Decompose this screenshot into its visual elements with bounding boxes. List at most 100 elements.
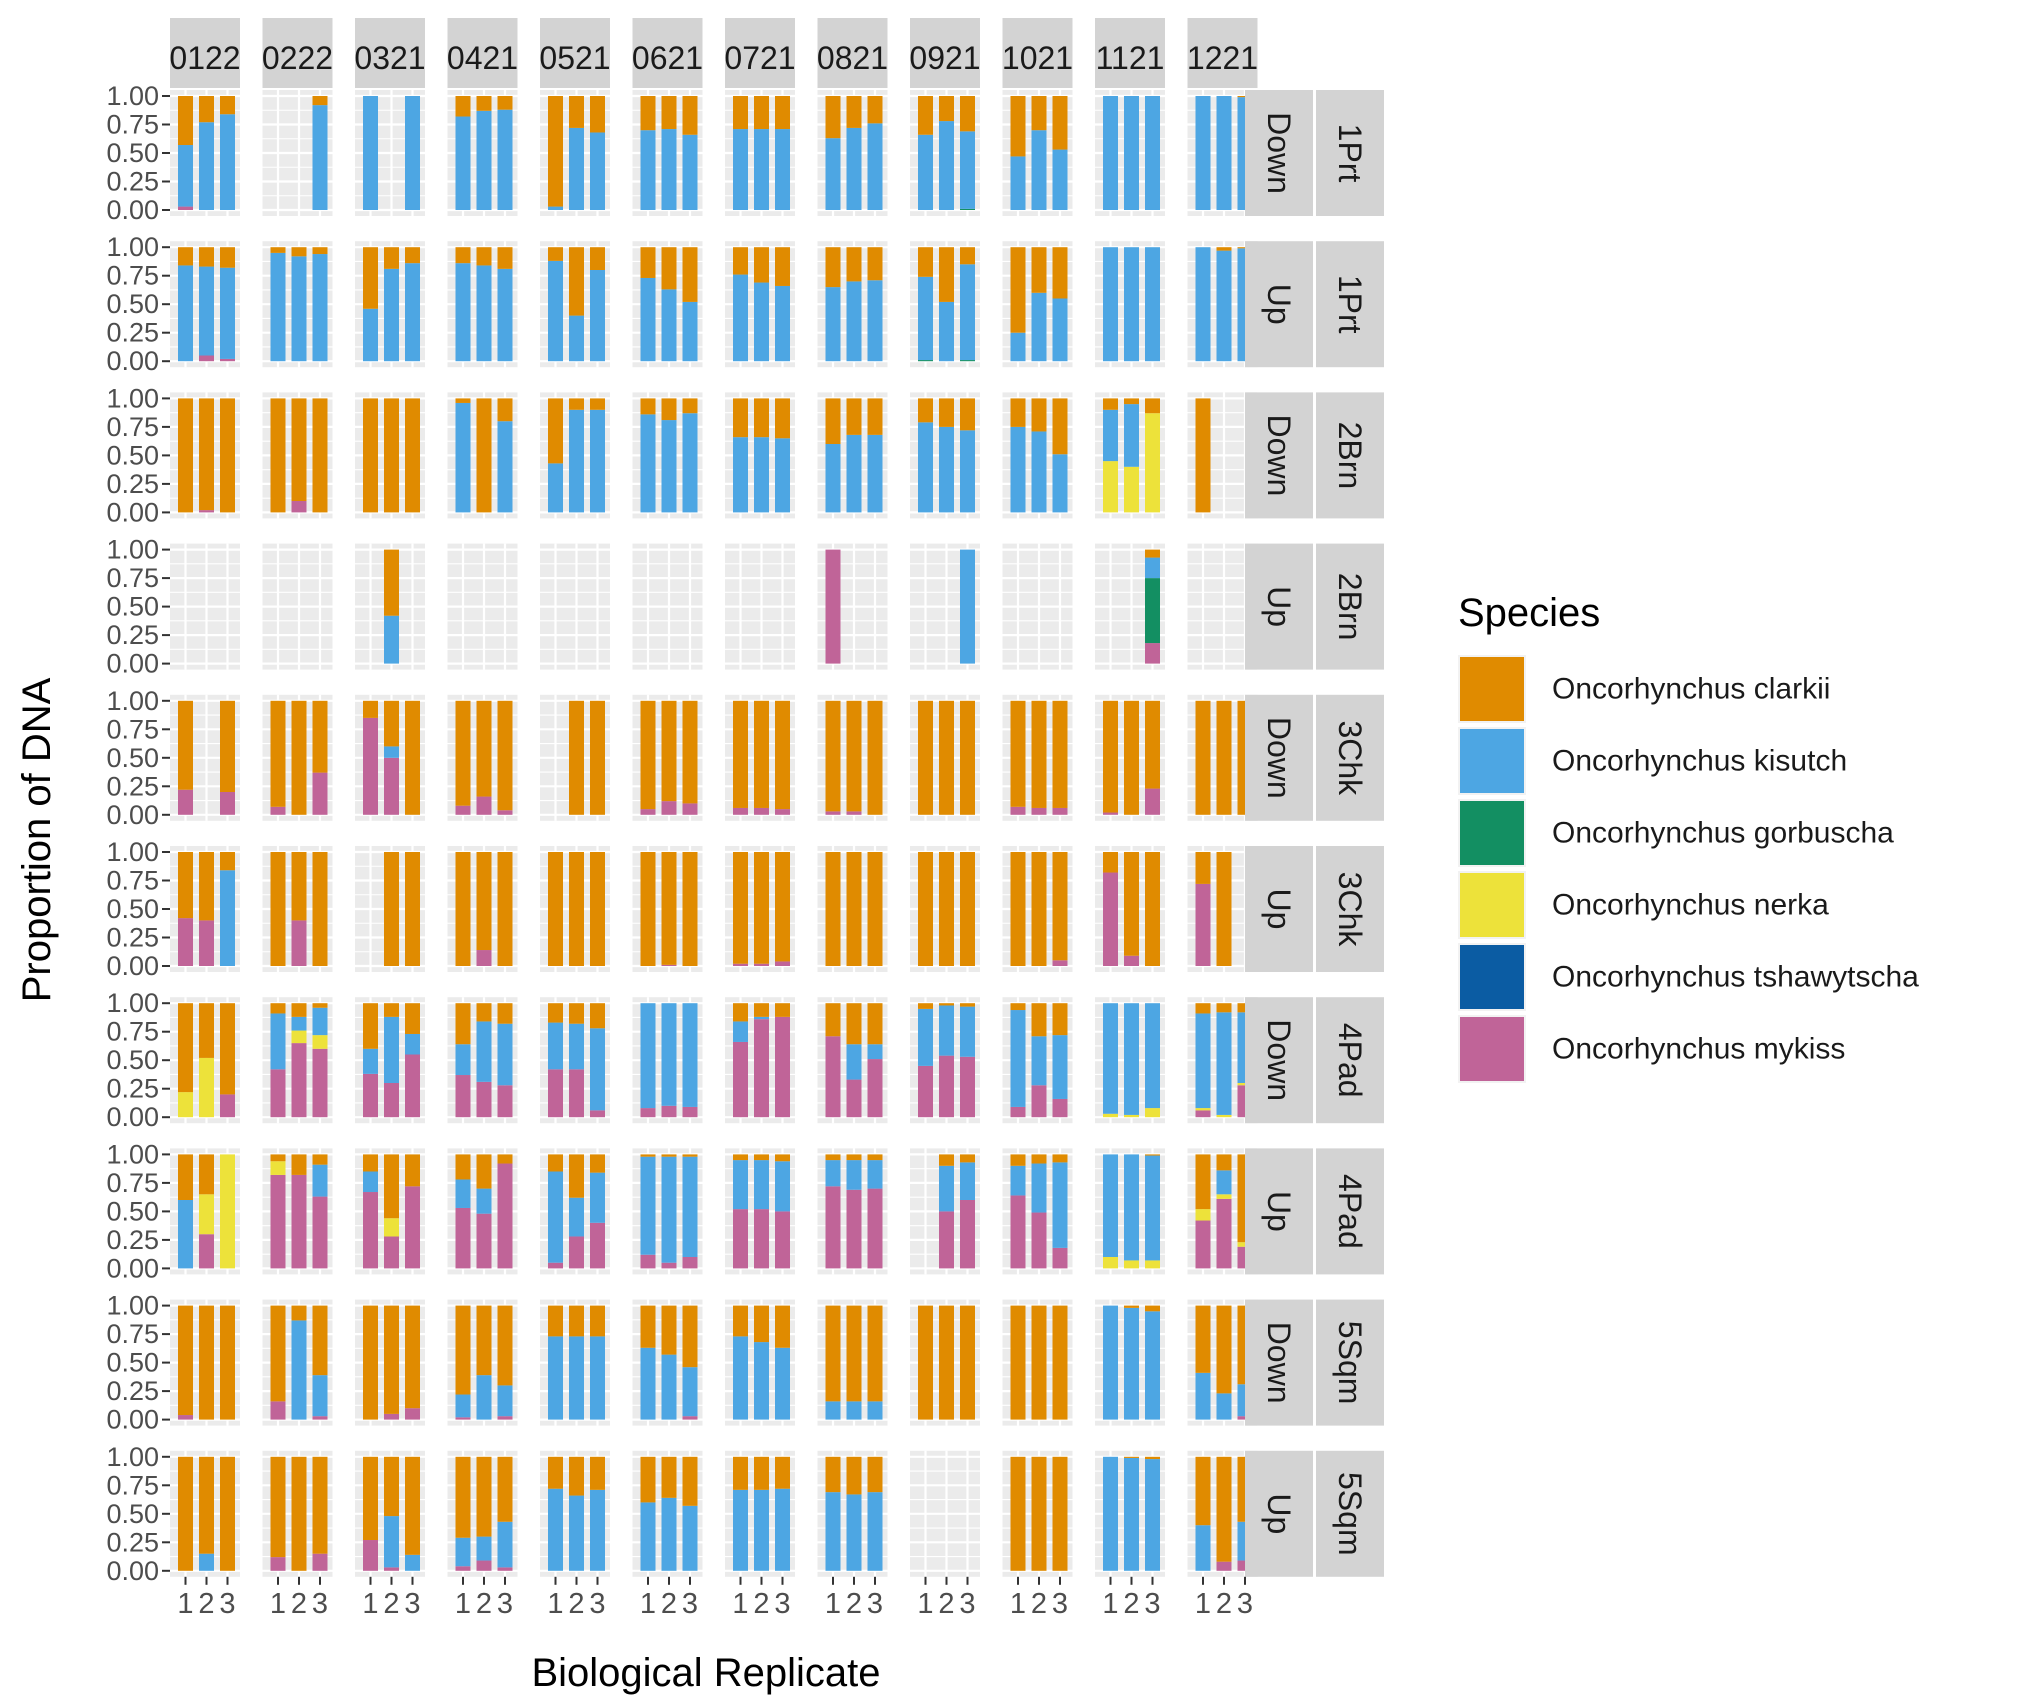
bar-segment-nerka <box>291 1030 307 1044</box>
bar-segment-clarkii <box>590 1003 605 1029</box>
bar-segment-clarkii <box>1052 247 1068 299</box>
legend-label: Oncorhynchus nerka <box>1552 889 1829 922</box>
panel-0222-1Prt-Down <box>262 90 333 216</box>
bar-segment-mykiss <box>363 717 378 815</box>
bar-segment-kisutch <box>363 1048 378 1074</box>
strip-background <box>1316 1148 1384 1275</box>
bar-segment-kisutch <box>455 1537 471 1567</box>
bar-segment-kisutch <box>405 263 420 362</box>
bar-segment-kisutch <box>363 1171 378 1193</box>
bar-segment-clarkii <box>846 1003 862 1045</box>
bar-segment-kisutch <box>1124 1457 1139 1571</box>
bar-segment-kisutch <box>867 123 883 210</box>
y-tick-label: 0.25 <box>106 1376 159 1406</box>
bar-segment-kisutch <box>960 131 975 209</box>
bar-segment-clarkii <box>270 852 286 966</box>
bar-segment-kisutch <box>1031 1036 1047 1086</box>
bar-segment-clarkii <box>291 1003 307 1017</box>
bar-segment-mykiss <box>384 1567 399 1571</box>
panel-0821-4Pad-Down <box>817 997 888 1124</box>
bar-segment-clarkii <box>384 247 399 269</box>
bar-segment-mykiss <box>220 358 235 362</box>
y-tick-label: 0.50 <box>106 1348 159 1378</box>
panel-0321-2Brn-Down <box>355 392 425 519</box>
bar-segment-kisutch <box>775 1347 790 1420</box>
y-tick-label: 0.50 <box>106 440 159 470</box>
y-tick-label: 0.00 <box>106 346 159 376</box>
panel-0921-4Pad-Up <box>910 1148 980 1275</box>
panel-0721-1Prt-Up <box>725 241 795 368</box>
strip-label-site: 5Sqm <box>1332 1321 1368 1405</box>
panel-0521-3Chk-Up <box>540 846 610 972</box>
bar-segment-clarkii <box>661 1456 677 1498</box>
bar-segment-clarkii <box>825 96 841 139</box>
y-tick-label: 0.75 <box>106 110 159 140</box>
strip-background <box>1316 241 1384 368</box>
x-tick-label: 2 <box>383 1588 399 1620</box>
strip-label-column: 0222 <box>262 40 333 76</box>
bar-segment-mykiss <box>939 1211 954 1269</box>
panel-0122-5Sqm-Down <box>170 1299 240 1426</box>
column-strip-0721: 0721 <box>725 18 795 88</box>
bar-segment-mykiss <box>270 806 286 815</box>
bar-segment-clarkii <box>476 1154 492 1189</box>
bar-segment-kisutch <box>1010 426 1026 513</box>
strip-background <box>1316 1450 1384 1577</box>
bar-segment-mykiss <box>178 918 193 966</box>
bar-segment-clarkii <box>178 96 193 146</box>
bar-segment-mykiss <box>1145 643 1160 664</box>
bar-segment-clarkii <box>363 1003 378 1049</box>
bar-segment-clarkii <box>1145 398 1160 414</box>
panel-0222-1Prt-Up <box>262 241 333 368</box>
panel-0321-4Pad-Up <box>355 1148 425 1275</box>
bar-segment-clarkii <box>548 1456 563 1489</box>
bar-segment-mykiss <box>497 1085 513 1118</box>
bar-segment-clarkii <box>1010 1003 1026 1011</box>
legend-swatch <box>1460 729 1524 793</box>
x-tick-label: 1 <box>455 1588 471 1620</box>
bar-segment-clarkii <box>846 1305 862 1402</box>
y-tick-label: 0.75 <box>106 1168 159 1198</box>
bar-segment-kisutch <box>661 1497 677 1571</box>
row-strip-site: 4Pad <box>1316 997 1384 1124</box>
bar-segment-kisutch <box>1103 1154 1118 1257</box>
bar-segment-nerka <box>1195 1209 1211 1221</box>
bar-segment-clarkii <box>384 398 399 513</box>
bar-segment-mykiss <box>476 1081 492 1118</box>
panel-0521-4Pad-Down <box>540 997 610 1124</box>
bar-segment-kisutch <box>1124 1003 1139 1115</box>
bar-segment-mykiss <box>1103 872 1118 966</box>
bar-segment-kisutch <box>1216 1393 1232 1420</box>
bar-segment-clarkii <box>960 1305 975 1420</box>
legend-item: Oncorhynchus kisutch <box>1458 727 1847 795</box>
bar-segment-kisutch <box>825 1492 841 1571</box>
bar-segment-kisutch <box>569 1023 584 1070</box>
bar-segment-clarkii <box>867 247 883 281</box>
bar-segment-mykiss <box>405 1054 420 1118</box>
y-tick-label: 0.50 <box>106 289 159 319</box>
bar-segment-kisutch <box>590 132 605 210</box>
bar-segment-nerka <box>220 1154 235 1269</box>
bar-segment-clarkii <box>312 96 328 106</box>
bar-segment-kisutch <box>754 1489 769 1571</box>
bar-segment-clarkii <box>476 1456 492 1537</box>
bar-segment-mykiss <box>476 796 492 815</box>
panel-1121-1Prt-Down <box>1095 90 1165 216</box>
bar-segment-kisutch <box>682 301 698 362</box>
bar-segment-kisutch <box>569 1336 584 1420</box>
panel-0421-5Sqm-Up <box>447 1450 518 1577</box>
bar-segment-mykiss <box>661 1262 677 1269</box>
bar-segment-kisutch <box>1052 454 1068 513</box>
bar-segment-clarkii <box>960 852 975 966</box>
strip-label-direction: Up <box>1261 889 1297 930</box>
panel-0721-4Pad-Up <box>725 1148 795 1275</box>
row-strip-direction: Down <box>1245 1299 1313 1426</box>
bar-segment-clarkii <box>918 852 933 966</box>
bar-segment-kisutch <box>455 116 471 210</box>
column-strip-1121: 1121 <box>1095 18 1165 88</box>
bar-segment-mykiss <box>178 1415 193 1420</box>
panel-0621-2Brn-Up <box>632 543 703 670</box>
bar-segment-clarkii <box>199 247 214 267</box>
bar-segment-clarkii <box>867 1154 883 1161</box>
panel-0821-3Chk-Down <box>817 694 888 821</box>
